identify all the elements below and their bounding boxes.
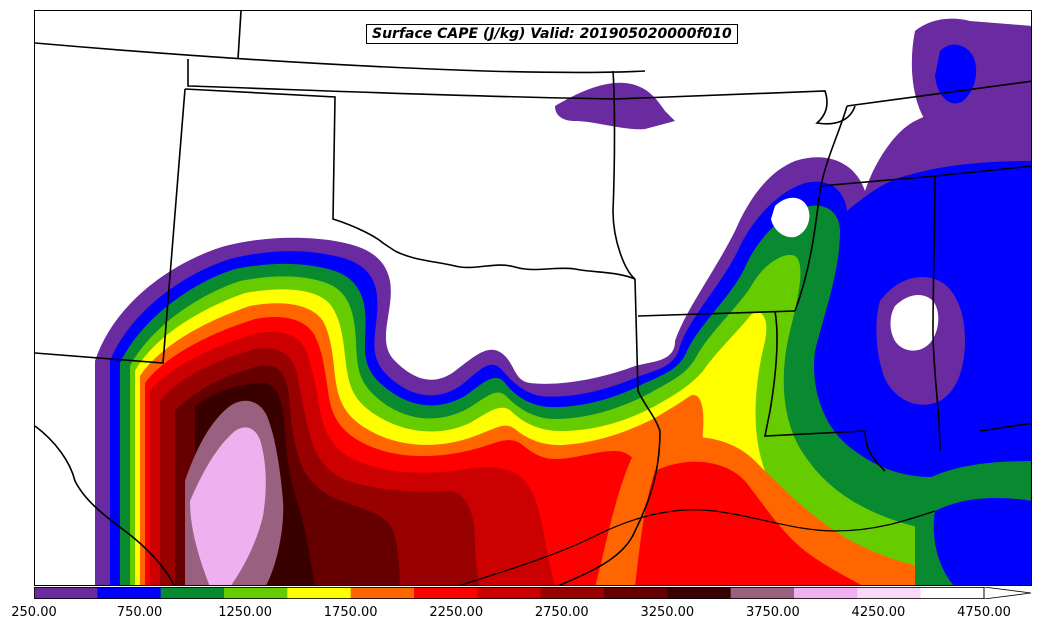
cape-shading xyxy=(95,18,1031,585)
colorbar-outline xyxy=(34,587,985,599)
colorbar xyxy=(34,587,1032,599)
colorbar-tick-label: 4750.00 xyxy=(957,605,1011,620)
colorbar-segment xyxy=(160,587,225,599)
colorbar-segment xyxy=(730,587,795,599)
colorbar-tick-label: 250.00 xyxy=(11,605,57,620)
colorbar-segment xyxy=(604,587,668,599)
map-title: Surface CAPE (J/kg) Valid: 201905020000f… xyxy=(366,24,738,44)
colorbar-segment xyxy=(350,587,415,599)
colorbar-tick-label: 3250.00 xyxy=(640,605,695,620)
colorbar-segment xyxy=(477,587,542,599)
state-borders xyxy=(35,11,1031,585)
colorbar-tick-label: 1750.00 xyxy=(323,605,378,620)
map-panel: Surface CAPE (J/kg) Valid: 201905020000f… xyxy=(34,10,1032,586)
colorbar-segment xyxy=(414,587,478,599)
colorbar-segment xyxy=(540,587,605,599)
colorbar-tick-label: 3750.00 xyxy=(745,605,800,620)
colorbar-tick-label: 2750.00 xyxy=(534,605,589,620)
colorbar-segment xyxy=(920,587,985,599)
colorbar-tick-label: 2250.00 xyxy=(429,605,484,620)
cape-map xyxy=(35,11,1031,585)
colorbar-tick-label: 1250.00 xyxy=(218,605,272,620)
colorbar-segment xyxy=(34,587,98,599)
colorbar-segment xyxy=(667,587,732,599)
colorbar-tick-label: 750.00 xyxy=(116,605,163,620)
colorbar-extend-arrow xyxy=(983,587,1032,599)
colorbar-segment xyxy=(224,587,288,599)
colorbar-segment xyxy=(97,587,162,599)
colorbar-segment xyxy=(857,587,922,599)
colorbar-tick-label: 4250.00 xyxy=(851,605,906,620)
colorbar-segment xyxy=(287,587,352,599)
colorbar-segment xyxy=(794,587,858,599)
coastline xyxy=(459,509,936,585)
